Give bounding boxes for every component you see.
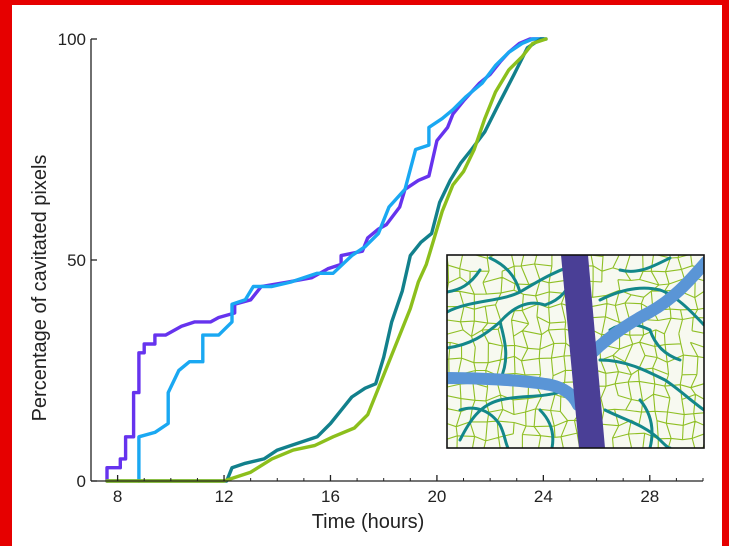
series-layer <box>105 37 548 483</box>
x-tick-label: 16 <box>321 487 340 506</box>
y-tick-label: 50 <box>67 251 86 270</box>
secondary-vein <box>488 256 522 294</box>
secondary-vein <box>618 256 672 273</box>
secondary-vein <box>598 358 704 412</box>
series-line-2 <box>137 37 545 483</box>
inset-border <box>446 254 705 449</box>
x-tick-label: 20 <box>427 487 446 506</box>
midrib-vein <box>561 255 605 448</box>
y-tick-label: 100 <box>58 30 86 49</box>
x-tick-label: 8 <box>113 487 122 506</box>
secondary-vein <box>638 398 654 448</box>
secondary-vein <box>458 406 510 448</box>
series-line-4 <box>105 37 548 483</box>
x-tick-label: 12 <box>215 487 234 506</box>
secondary-vein <box>458 390 562 442</box>
x-tick-label: 24 <box>534 487 553 506</box>
lateral-vein-right <box>584 256 704 361</box>
axes: 0 50 100 8 12 16 20 24 28 <box>58 30 704 506</box>
y-axis-label: Percentage of cavitated pixels <box>29 155 51 422</box>
secondary-vein <box>598 286 704 327</box>
x-tick-label: 28 <box>640 487 659 506</box>
lateral-vein-left <box>447 372 584 411</box>
x-axis-label: Time (hours) <box>312 511 425 533</box>
secondary-vein <box>648 328 682 362</box>
secondary-vein <box>603 408 672 448</box>
secondary-vein <box>447 268 482 294</box>
series-line-3 <box>105 37 548 483</box>
secondary-vein <box>538 408 555 448</box>
inset-leaf-image <box>446 254 705 449</box>
y-tick-label: 0 <box>77 472 86 491</box>
leaf-venation-icon <box>447 255 704 448</box>
